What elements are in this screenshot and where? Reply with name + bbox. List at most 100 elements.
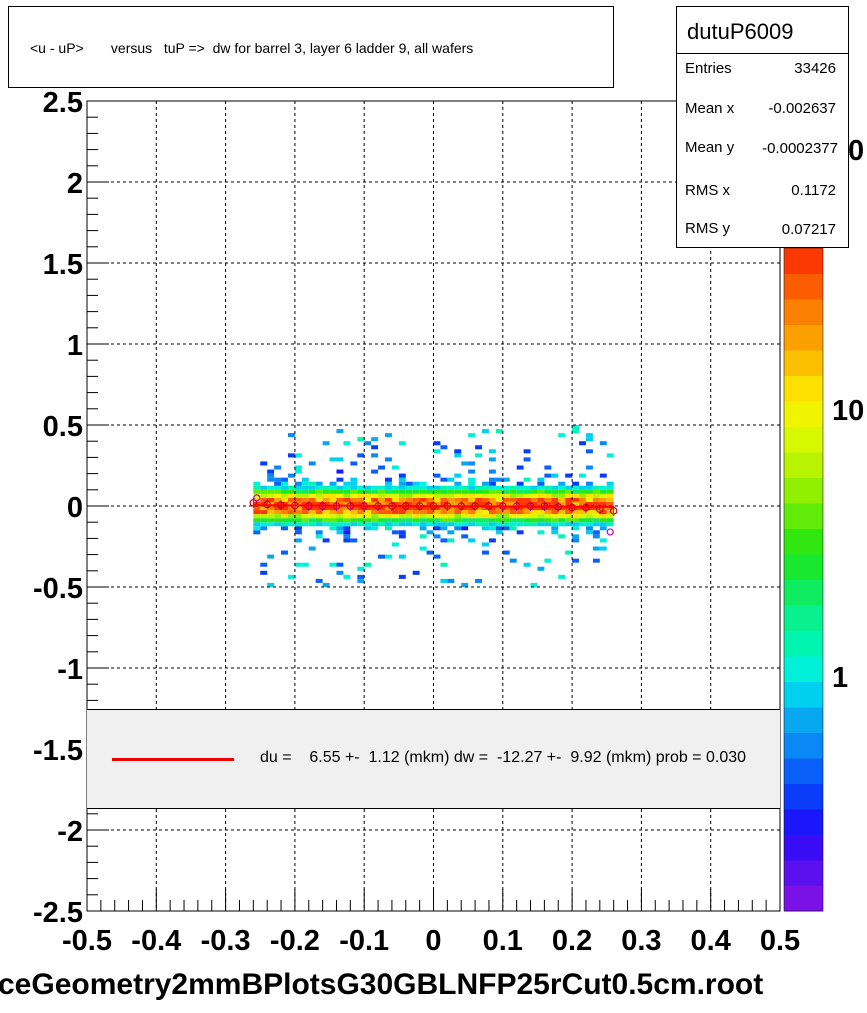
- heatmap-cell: [509, 558, 517, 563]
- heatmap-cell: [371, 437, 379, 442]
- heatmap-cell: [371, 510, 379, 515]
- heatmap-cell: [294, 510, 302, 515]
- heatmap-cell: [260, 526, 268, 531]
- heatmap-cell: [599, 489, 607, 494]
- heatmap-cell: [558, 481, 566, 486]
- heatmap-cell: [315, 506, 323, 511]
- heatmap-cell: [544, 518, 552, 523]
- heatmap-cell: [606, 518, 614, 523]
- heatmap-cell: [267, 473, 275, 478]
- heatmap-cell: [405, 493, 413, 498]
- heatmap-cell: [447, 578, 455, 583]
- heatmap-cell: [461, 510, 469, 515]
- heatmap-cell: [274, 514, 282, 519]
- heatmap-cell: [281, 510, 288, 515]
- heatmap-cell: [322, 582, 330, 587]
- heatmap-cell: [357, 493, 365, 498]
- heatmap-cell: [308, 522, 316, 527]
- heatmap-cell: [482, 497, 489, 502]
- heatmap-cell: [509, 493, 517, 498]
- heatmap-cell: [350, 485, 358, 490]
- heatmap-cell: [544, 473, 552, 478]
- heatmap-cell: [495, 429, 503, 434]
- heatmap-cell: [502, 514, 510, 519]
- heatmap-cell: [433, 554, 441, 559]
- heatmap-cell: [274, 506, 282, 511]
- heatmap-cell: [315, 522, 323, 527]
- heatmap-cell: [426, 522, 434, 527]
- heatmap-cell: [468, 538, 476, 543]
- heatmap-cell: [475, 514, 483, 519]
- heatmap-cell: [350, 477, 358, 482]
- heatmap-cell: [287, 453, 295, 458]
- heatmap-cell: [336, 501, 344, 506]
- heatmap-cell: [440, 522, 448, 527]
- heatmap-cell: [350, 506, 358, 511]
- heatmap-cell: [592, 522, 600, 527]
- heatmap-cell: [558, 510, 566, 515]
- heatmap-cell: [378, 522, 385, 527]
- heatmap-cell: [585, 465, 593, 470]
- heatmap-cell: [433, 473, 441, 478]
- heatmap-cell: [343, 518, 351, 523]
- heatmap-cell: [585, 449, 593, 454]
- heatmap-cell: [412, 489, 420, 494]
- heatmap-cell: [405, 481, 413, 486]
- stats-value-mean-x: -0.002637: [768, 100, 836, 117]
- heatmap-cell: [343, 441, 351, 446]
- heatmap-cell: [357, 485, 365, 490]
- heatmap-cell: [398, 522, 406, 527]
- heatmap-cell: [419, 485, 427, 490]
- heatmap-cell: [454, 473, 462, 478]
- heatmap-cell: [516, 489, 524, 494]
- heatmap-cell: [558, 493, 566, 498]
- heatmap-cell: [468, 493, 476, 498]
- heatmap-cell: [447, 518, 455, 523]
- heatmap-cell: [350, 538, 358, 543]
- heatmap-cell: [308, 497, 316, 502]
- heatmap-cell: [468, 522, 476, 527]
- heatmap-cell: [260, 562, 268, 567]
- heatmap-cell: [384, 522, 392, 527]
- heatmap-cell: [398, 485, 406, 490]
- heatmap-cell: [343, 501, 351, 506]
- heatmap-cell: [357, 489, 365, 494]
- color-palette: [783, 247, 824, 912]
- heatmap-cell: [287, 497, 295, 502]
- heatmap-cell: [350, 461, 358, 466]
- heatmap-cell: [440, 518, 448, 523]
- heatmap-cell: [294, 469, 302, 474]
- heatmap-cell: [579, 441, 586, 446]
- heatmap-cell: [544, 514, 552, 519]
- heatmap-cell: [468, 510, 476, 515]
- heatmap-cell: [516, 497, 524, 502]
- heatmap-cell: [343, 506, 351, 511]
- heatmap-cell: [572, 558, 580, 563]
- heatmap-cell: [461, 522, 469, 527]
- heatmap-cell: [274, 489, 282, 494]
- heatmap-cell: [301, 518, 309, 523]
- heatmap-cell: [287, 493, 295, 498]
- heatmap-cell: [440, 514, 448, 519]
- heatmap-cell: [426, 485, 434, 490]
- heatmap-cell: [482, 489, 489, 494]
- heatmap-cell: [516, 514, 524, 519]
- heatmap-cell: [592, 497, 600, 502]
- heatmap-cell: [281, 497, 288, 502]
- heatmap-cell: [502, 497, 510, 502]
- heatmap-cell: [482, 550, 489, 555]
- heatmap-cell: [294, 518, 302, 523]
- heatmap-cell: [267, 518, 275, 523]
- heatmap-cell: [544, 501, 552, 506]
- heatmap-cell: [488, 481, 496, 486]
- heatmap-cell: [391, 514, 399, 519]
- heatmap-cell: [488, 477, 496, 482]
- heatmap-cell: [412, 514, 420, 519]
- heatmap-cell: [565, 550, 573, 555]
- heatmap-cell: [551, 493, 559, 498]
- heatmap-cell: [253, 526, 261, 531]
- palette-band: [784, 528, 823, 555]
- heatmap-cell: [461, 461, 469, 466]
- heatmap-cell: [371, 501, 379, 506]
